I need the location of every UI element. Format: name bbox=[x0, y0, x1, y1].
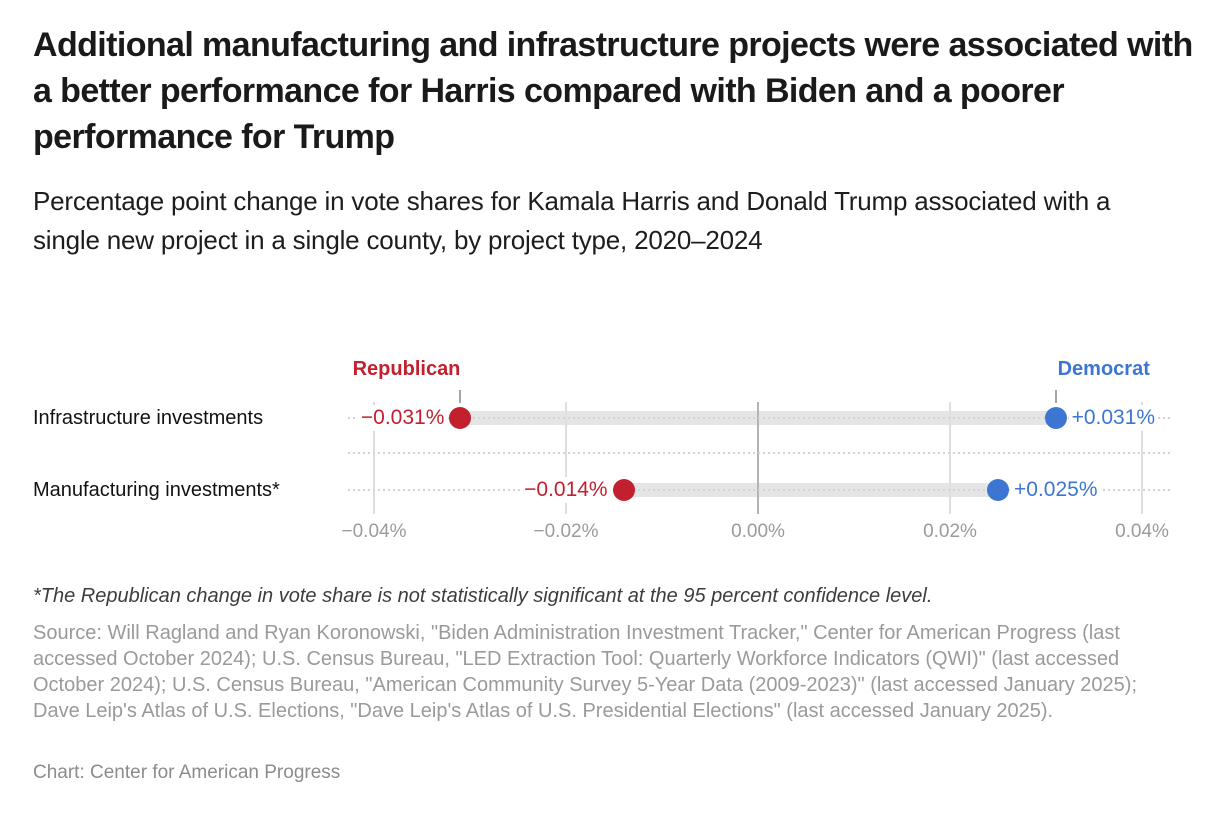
gridline bbox=[1141, 402, 1143, 514]
x-axis-tick-label: 0.02% bbox=[923, 521, 977, 542]
legend-democrat: Democrat bbox=[1057, 358, 1150, 380]
legend-tick-republican bbox=[459, 390, 462, 403]
row-dotted-line bbox=[348, 489, 1170, 491]
x-axis-tick-label: 0.04% bbox=[1115, 521, 1169, 542]
democrat-value-label: +0.031% bbox=[1068, 405, 1159, 431]
row-label: Infrastructure investments bbox=[33, 407, 264, 429]
republican-dot bbox=[612, 479, 635, 501]
republican-value-label: −0.014% bbox=[521, 477, 611, 503]
zero-gridline bbox=[757, 402, 759, 514]
gridline bbox=[949, 402, 951, 514]
democrat-value-label: +0.025% bbox=[1011, 477, 1101, 503]
legend-tick-democrat bbox=[1054, 390, 1057, 403]
source-text: Source: Will Ragland and Ryan Koronowski… bbox=[33, 622, 1137, 722]
x-axis-tick-label: −0.04% bbox=[341, 521, 407, 542]
republican-value-label: −0.031% bbox=[357, 405, 448, 431]
x-axis-tick-label: −0.02% bbox=[533, 521, 599, 542]
republican-dot bbox=[449, 407, 472, 429]
row-label: Manufacturing investments* bbox=[33, 479, 280, 501]
chart-title: Additional manufacturing and infrastruct… bbox=[33, 26, 1193, 156]
gridline bbox=[373, 402, 375, 514]
dumbbell-chart: −0.04% −0.02% 0.00% 0.02% 0.04% Republican Dem… bbox=[0, 338, 1220, 554]
row-dotted-line bbox=[348, 417, 1170, 419]
legend-republican: Republican bbox=[352, 358, 461, 380]
chart-credit: Chart: Center for American Progress bbox=[33, 762, 341, 783]
chart-subtitle: Percentage point change in vote shares f… bbox=[33, 186, 1111, 255]
democrat-dot bbox=[1044, 407, 1067, 429]
footnote: *The Republican change in vote share is … bbox=[33, 585, 933, 607]
democrat-dot bbox=[987, 479, 1009, 501]
row-separator-line bbox=[348, 452, 1170, 454]
x-axis-tick-label: 0.00% bbox=[731, 521, 785, 542]
gridline bbox=[565, 402, 567, 514]
